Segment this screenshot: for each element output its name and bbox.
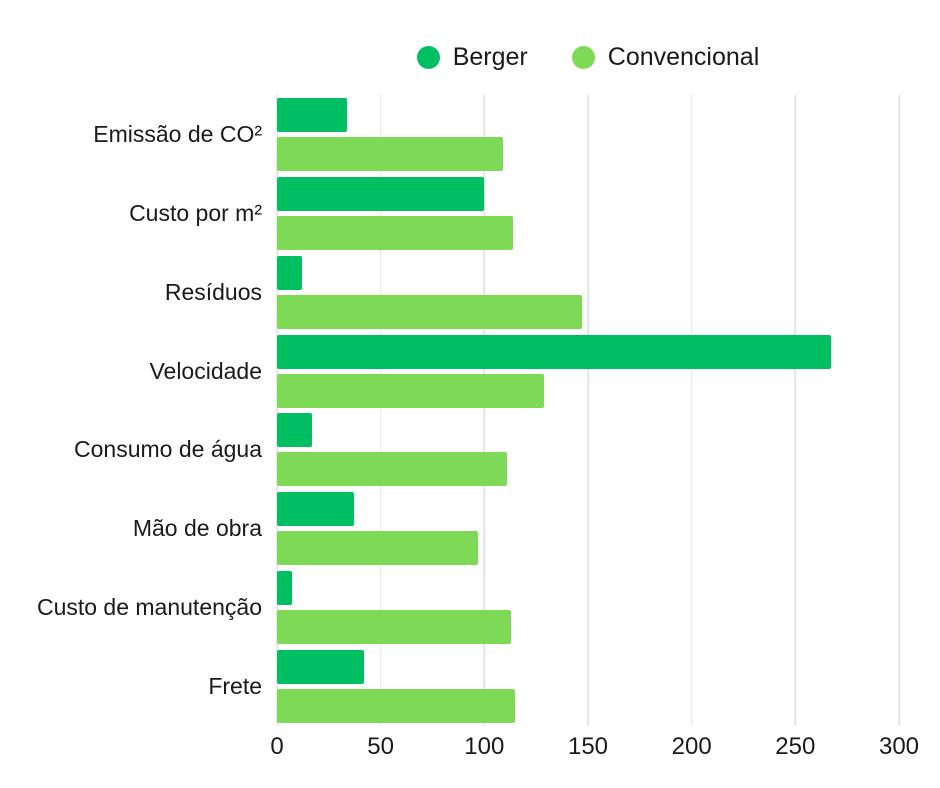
legend-label-berger: Berger (452, 42, 528, 71)
category-row: Resíduos (0, 253, 940, 332)
bar-berger (277, 255, 302, 290)
x-axis: 0 50 100 150 200 250 300 (270, 733, 919, 769)
gridline-250 (794, 95, 797, 726)
category-row: Consumo de água (0, 411, 940, 490)
x-tick-label-250: 250 (775, 733, 816, 760)
legend-item-berger: Berger (416, 42, 528, 71)
bar-convencional (277, 689, 516, 724)
category-row: Mão de obra (0, 489, 940, 568)
bar-berger (277, 650, 365, 685)
bar-group (277, 174, 940, 253)
category-row: Frete (0, 647, 940, 726)
category-row: Custo de manutenção (0, 568, 940, 647)
bar-berger (277, 492, 354, 527)
category-rows: Emissão de CO² Custo por m² Resíduos Veloci… (0, 95, 940, 726)
legend-item-convencional: Convencional (571, 42, 760, 71)
category-label: Frete (208, 673, 262, 700)
gridline-300 (898, 95, 900, 726)
category-label: Mão de obra (132, 515, 262, 542)
bar-berger (277, 334, 831, 369)
x-tick-label-300: 300 (878, 733, 920, 760)
bar-berger (277, 176, 485, 211)
bar-convencional (277, 373, 545, 408)
category-label: Custo por m² (129, 199, 262, 226)
x-tick-label-200: 200 (671, 733, 712, 760)
bar-berger (277, 97, 348, 132)
plot-area: Emissão de CO² Custo por m² Resíduos Veloci… (0, 95, 940, 726)
category-label: Consumo de água (74, 436, 262, 463)
berger-legend-dot-icon (416, 45, 440, 69)
bar-group (277, 489, 940, 568)
category-label: Custo de manutenção (36, 594, 262, 621)
gridline-0 (276, 95, 278, 726)
bar-convencional (277, 136, 503, 171)
gridline-100 (483, 95, 486, 726)
x-tick-label-50: 50 (367, 733, 395, 760)
bar-group (277, 95, 940, 174)
bar-convencional (277, 215, 514, 250)
bar-convencional (277, 610, 512, 645)
x-tick-label-150: 150 (567, 733, 609, 760)
bar-convencional (277, 531, 479, 566)
x-tick-label-0: 0 (270, 733, 284, 760)
gridline-150 (587, 95, 589, 726)
category-row: Custo por m² (0, 174, 940, 253)
gridlines (276, 95, 900, 726)
bar-convencional (277, 452, 508, 487)
legend: Berger Convencional (277, 40, 899, 74)
bar-group (277, 253, 940, 332)
convencional-legend-dot-icon (571, 45, 595, 69)
gridline-200 (690, 95, 693, 726)
bar-group (277, 411, 940, 490)
category-row: Emissão de CO² (0, 95, 940, 174)
bar-berger (277, 571, 292, 606)
bar-group (277, 647, 940, 726)
bar-berger (277, 413, 313, 448)
gridline-50 (379, 95, 382, 726)
bar-group (277, 568, 940, 647)
legend-label-convencional: Convencional (607, 42, 760, 71)
bar-group (277, 332, 940, 411)
category-label: Resíduos (164, 278, 262, 305)
bar-convencional (277, 294, 582, 329)
category-label: Emissão de CO² (93, 120, 262, 147)
category-label: Velocidade (149, 357, 262, 384)
x-tick-label-100: 100 (464, 733, 505, 760)
category-row: Velocidade (0, 332, 940, 411)
